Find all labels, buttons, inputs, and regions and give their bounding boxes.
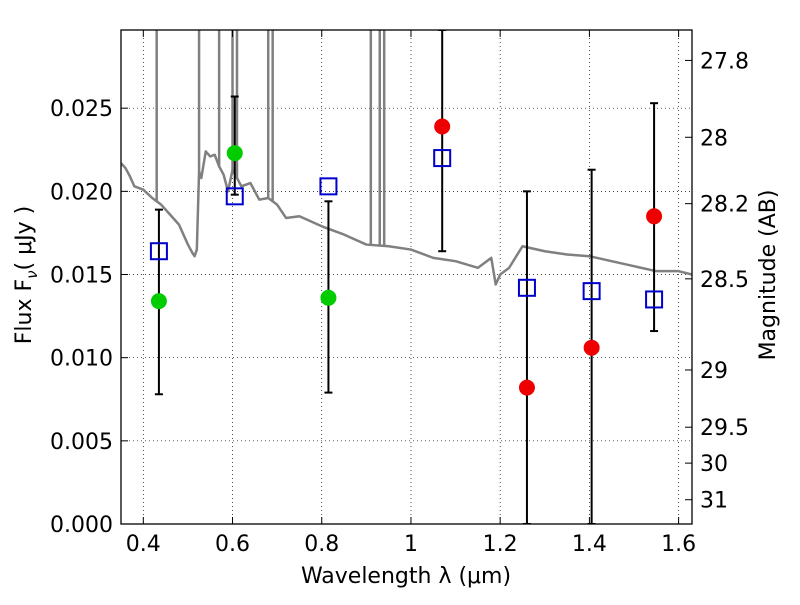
model-photometry-square bbox=[319, 177, 338, 196]
non-detection-point bbox=[434, 118, 451, 135]
tick-layer: 0.4 0.6 0.8 1 1.2 1.4 1.6 0.000 0.005 0.010 0.015 0… bbox=[50, 30, 749, 557]
detection-point bbox=[320, 289, 337, 306]
x-tick-label: 1 bbox=[404, 532, 418, 557]
model-photometry-square bbox=[582, 282, 601, 301]
x-axis-label: Wavelength λ (μm) bbox=[301, 564, 511, 589]
y-tick-label: 0.010 bbox=[50, 347, 113, 372]
y-axis-label-main: Flux F bbox=[12, 279, 37, 344]
plot-frame bbox=[120, 29, 693, 525]
y-tick-label: 0.000 bbox=[50, 513, 113, 538]
non-detection-point bbox=[646, 208, 663, 225]
y2-tick-label: 30 bbox=[700, 452, 728, 477]
x-tick-label: 0.6 bbox=[215, 532, 250, 557]
x-tick-label: 0.4 bbox=[126, 532, 161, 557]
y-axis-label-sub: ν bbox=[23, 270, 41, 278]
y-axis-label-group: Flux Fν( μJy ) bbox=[12, 206, 41, 344]
model-photometry-square bbox=[517, 278, 536, 297]
y-tick-label: 0.025 bbox=[50, 97, 113, 122]
grid-layer bbox=[121, 30, 692, 524]
sed-line bbox=[121, 150, 692, 286]
y-tick-label: 0.005 bbox=[50, 430, 113, 455]
model-photometry-square bbox=[149, 242, 168, 261]
y-axis-label-unit: ( μJy ) bbox=[12, 206, 37, 271]
x-tick-label: 1.6 bbox=[661, 532, 696, 557]
detection-point bbox=[226, 145, 243, 162]
model-photometry-square bbox=[225, 187, 244, 206]
y-axis-label: Flux Fν( μJy ) bbox=[12, 206, 41, 344]
detection-point bbox=[150, 293, 167, 310]
y2-tick-label: 31 bbox=[700, 489, 728, 514]
y2-axis-label: Magnitude (AB) bbox=[756, 190, 781, 361]
y2-tick-label: 28 bbox=[700, 126, 728, 151]
x-tick-label: 0.8 bbox=[304, 532, 339, 557]
x-tick-label: 1.2 bbox=[483, 532, 518, 557]
plot-layer bbox=[121, 30, 692, 524]
y2-tick-label: 29.5 bbox=[700, 416, 749, 441]
non-detection-point bbox=[518, 379, 535, 396]
x-tick-label: 1.4 bbox=[572, 532, 607, 557]
y-tick-label: 0.015 bbox=[50, 264, 113, 289]
y-tick-label: 0.020 bbox=[50, 180, 113, 205]
y2-tick-label: 28.2 bbox=[700, 193, 749, 218]
non-detection-point bbox=[583, 339, 600, 356]
y2-tick-label: 29 bbox=[700, 359, 728, 384]
model-photometry-square bbox=[433, 149, 452, 168]
y2-tick-label: 27.8 bbox=[700, 49, 749, 74]
model-photometry-square bbox=[645, 290, 664, 309]
y2-tick-label: 28.5 bbox=[700, 268, 749, 293]
